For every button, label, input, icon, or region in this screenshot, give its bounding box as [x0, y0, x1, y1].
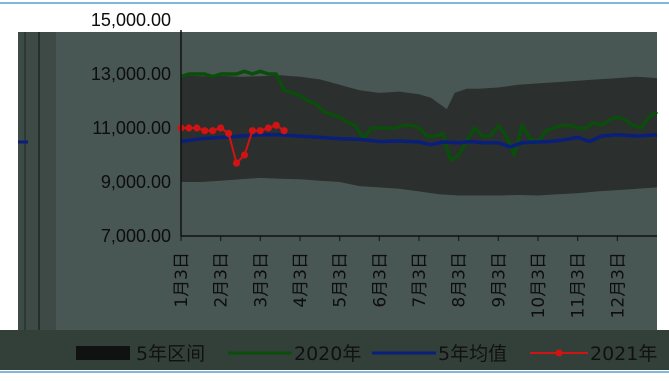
x-tick-label-6: 7月3日 — [410, 252, 430, 308]
band-layer — [181, 75, 657, 196]
legend-marker-2021 — [555, 349, 563, 357]
bottom-strip — [0, 370, 669, 381]
y-axis-ticks: 15,000.00 13,000.00 11,000.00 9,000.00 7,000… — [91, 10, 171, 246]
legend-label-avg: 5年均值 — [438, 343, 507, 365]
legend-label-2020: 2020年 — [294, 343, 361, 365]
x-tick-label-3: 4月3日 — [291, 252, 311, 308]
series-line-1 — [180, 133, 658, 149]
series-2021-marker-8 — [240, 151, 249, 159]
x-tick-label-7: 8月3日 — [450, 252, 470, 308]
legend: 5年区间 2020年 5年均值 2021年 — [76, 343, 657, 365]
series-2021-marker-4 — [209, 127, 217, 135]
series-2021-marker-3 — [201, 127, 209, 135]
x-tick-label-4: 5月3日 — [331, 252, 351, 308]
series-2021-marker-11 — [264, 124, 272, 132]
x-axis-ticks: 1月3日 2月3日 3月3日 4月3日 5月3日 6月3日 7月3日 8月3日 9月3日 10月3… — [172, 236, 628, 318]
x-tick-label-2: 3月3日 — [251, 252, 271, 308]
series-2021-marker-12 — [272, 121, 280, 129]
series-2021-marker-10 — [256, 127, 264, 135]
y-tick-label-4: 7,000.00 — [101, 226, 171, 246]
x-tick-label-1: 2月3日 — [212, 252, 232, 308]
legend-label-band: 5年区间 — [136, 343, 205, 365]
series-band-5yr-range — [181, 75, 657, 196]
series-line-0 — [180, 69, 658, 163]
legend-swatch-band — [76, 346, 130, 360]
x-tick-label-0: 1月3日 — [172, 252, 192, 308]
series-2021-marker-9 — [248, 127, 256, 135]
series-2021-marker-7 — [232, 159, 241, 167]
x-tick-label-10: 11月3日 — [569, 252, 589, 318]
title-strip — [18, 10, 657, 32]
y-tick-label-3: 9,000.00 — [101, 172, 171, 192]
series-2021-marker-5 — [217, 124, 225, 132]
series-2021-marker-13 — [280, 127, 288, 135]
x-tick-label-9: 10月3日 — [529, 252, 549, 318]
y-tick-label-0: 15,000.00 — [91, 10, 171, 30]
series-2021-marker-1 — [185, 124, 193, 132]
y-tick-label-2: 11,000.00 — [92, 118, 171, 138]
y-tick-label-1: 13,000.00 — [91, 64, 171, 84]
series-2021-marker-6 — [225, 129, 233, 137]
x-tick-label-11: 12月3日 — [608, 252, 628, 318]
x-tick-label-5: 6月3日 — [370, 252, 390, 308]
legend-label-2021: 2021年 — [590, 343, 657, 365]
series-2021-marker-2 — [193, 124, 201, 132]
x-tick-label-8: 9月3日 — [489, 252, 509, 308]
